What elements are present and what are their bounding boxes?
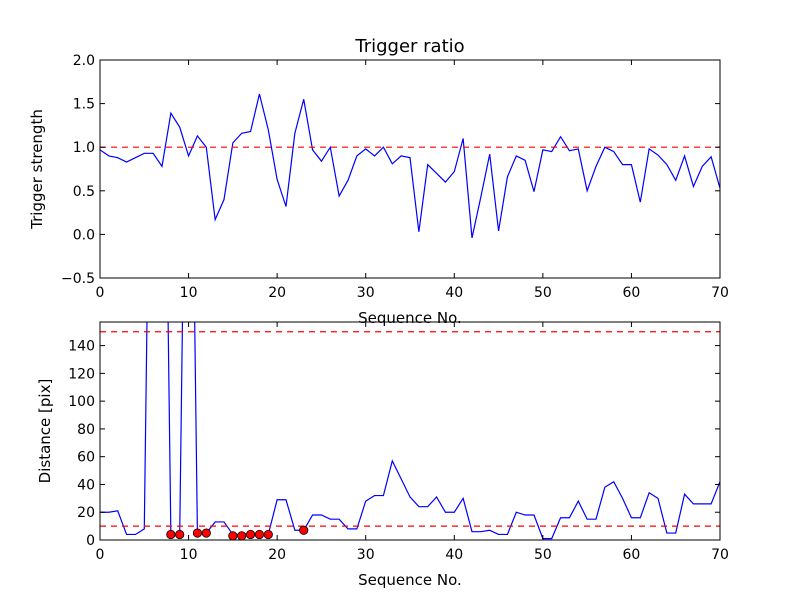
flagged-point-marker (299, 525, 309, 535)
y-tick-label: 100 (68, 394, 95, 410)
y-tick-label: 60 (77, 450, 95, 466)
plot-frame (99, 321, 721, 541)
y-tick-label: −0.5 (61, 271, 95, 287)
x-tick-label: 70 (711, 547, 729, 563)
x-tick-label: 60 (623, 547, 641, 563)
flagged-point-marker (201, 528, 211, 538)
y-tick-label: 1.0 (73, 140, 95, 156)
y-tick-label: 40 (77, 477, 95, 493)
distance-plot: Sequence No. Distance [pix] 0 10 20 30 40 50 6… (36, 321, 729, 589)
flagged-point-marker (228, 531, 238, 541)
plot-area (100, 322, 720, 540)
x-tick-label: 0 (96, 285, 105, 301)
x-tick-label: 40 (445, 285, 463, 301)
x-tick-label: 20 (268, 547, 286, 563)
y-tick-label: 80 (77, 422, 95, 438)
y-axis-label: Trigger strength (28, 109, 46, 230)
flagged-point-marker (245, 529, 256, 540)
y-tick-label: 0.0 (73, 227, 95, 243)
y-tick-label: 0.5 (73, 184, 95, 200)
x-tick-label: 30 (357, 547, 375, 563)
x-tick-label: 50 (534, 547, 552, 563)
x-tick-label: 60 (623, 285, 641, 301)
x-axis-label: Sequence No. (358, 309, 462, 327)
series-line (100, 322, 720, 540)
flagged-point-marker (166, 529, 176, 540)
flagged-point-marker (175, 529, 185, 540)
x-tick-label: 0 (96, 547, 105, 563)
y-tick-label: 20 (77, 505, 95, 521)
y-axis-label: Distance [pix] (36, 379, 54, 484)
x-tick-label: 10 (180, 285, 198, 301)
x-tick-label: 50 (534, 285, 552, 301)
x-tick-label: 40 (445, 547, 463, 563)
chart-title: Trigger ratio (354, 36, 464, 57)
trigger-ratio-plot: Trigger ratio Sequence No. Trigger stren… (28, 36, 729, 327)
y-tick-label: 120 (68, 366, 95, 382)
plot-area (100, 93, 720, 239)
x-tick-label: 20 (268, 285, 286, 301)
plot-frame (99, 59, 721, 279)
y-tick-label: 2.0 (73, 53, 95, 69)
series-line (100, 93, 720, 239)
x-tick-label: 10 (180, 547, 198, 563)
x-tick-label: 70 (711, 285, 729, 301)
x-tick-label: 30 (357, 285, 375, 301)
flagged-point-marker (254, 529, 265, 540)
flagged-point-marker (192, 528, 203, 538)
x-axis-label: Sequence No. (358, 571, 462, 589)
y-tick-label: 1.5 (73, 97, 95, 113)
y-tick-label: 140 (68, 339, 95, 355)
flagged-point-marker (237, 531, 247, 541)
flagged-point-marker (263, 529, 273, 540)
y-tick-label: 0 (86, 533, 95, 549)
